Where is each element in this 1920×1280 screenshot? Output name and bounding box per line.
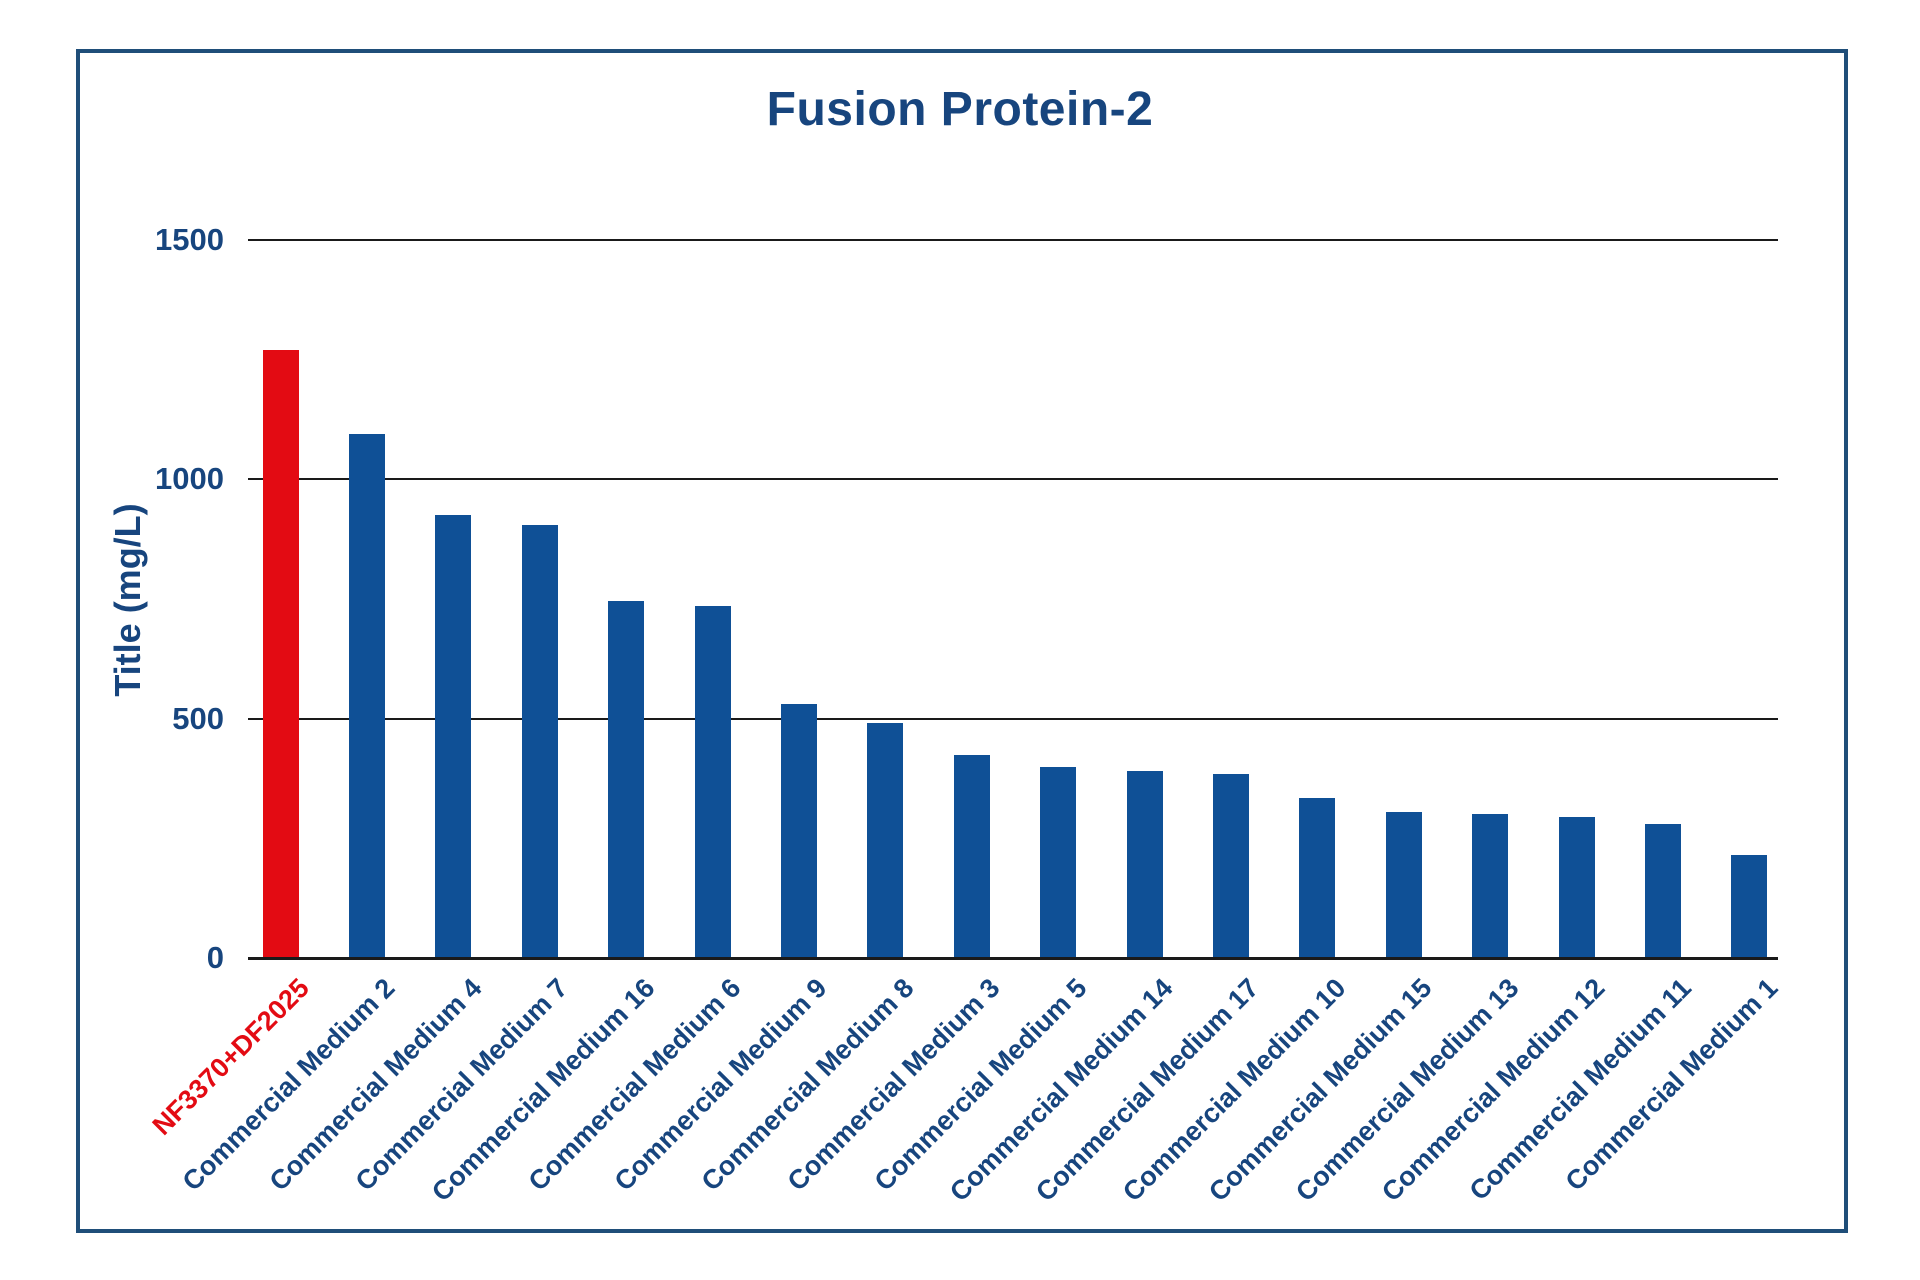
x-axis-line [248, 956, 1778, 960]
bar-commercial-medium-16 [608, 601, 645, 958]
bar-commercial-medium-12 [1558, 816, 1595, 958]
bar-commercial-medium-9 [780, 704, 817, 958]
bar-commercial-medium-14 [1126, 771, 1163, 958]
bar-commercial-medium-13 [1472, 814, 1509, 958]
bar-commercial-medium-8 [867, 723, 904, 958]
bar-commercial-medium-5 [1040, 766, 1077, 958]
bar-commercial-medium-17 [1212, 773, 1249, 958]
bar-commercial-medium-15 [1385, 812, 1422, 958]
bar-commercial-medium-4 [435, 515, 472, 958]
bar-commercial-medium-10 [1299, 797, 1336, 958]
bar-commercial-medium-11 [1644, 823, 1681, 958]
y-tick-label-1000: 1000 [155, 461, 224, 497]
bar-commercial-medium-2 [348, 433, 385, 958]
y-tick-label-0: 0 [206, 940, 224, 975]
y-axis-title: Title (mg/L) [107, 503, 148, 697]
y-tick-label-500: 500 [172, 700, 224, 736]
bar-commercial-medium-1 [1731, 855, 1768, 958]
gridline-1500 [248, 239, 1778, 241]
gridline-1000 [248, 478, 1778, 481]
gridline-500 [248, 717, 1778, 720]
bar-commercial-medium-3 [953, 754, 990, 958]
chart-frame [76, 49, 1848, 1233]
bar-nf3370-df2025 [262, 350, 299, 958]
bar-commercial-medium-6 [694, 606, 731, 958]
y-tick-label-1500: 1500 [155, 222, 224, 257]
bar-commercial-medium-7 [521, 524, 558, 958]
chart-title: Fusion Protein-2 [766, 83, 1154, 136]
